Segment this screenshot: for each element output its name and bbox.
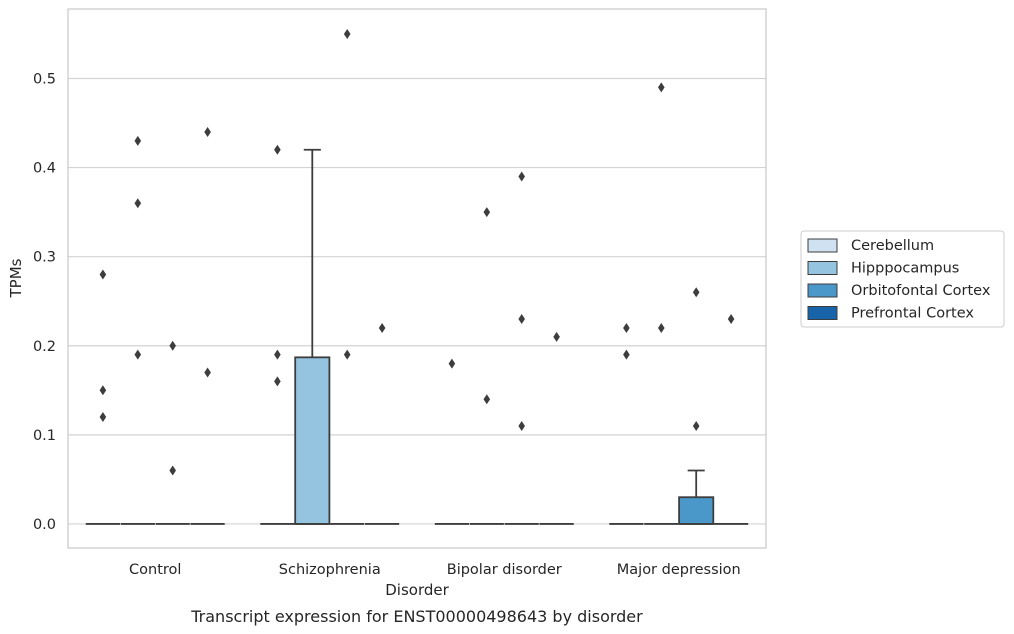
x-tick-labels: Control Schizophrenia Bipolar disorder Majo…: [129, 562, 741, 578]
y-tick-label: 0.3: [33, 250, 56, 266]
outlier-point: [483, 207, 491, 218]
outlier-point: [658, 82, 665, 93]
x-tick-label: Schizophrenia: [279, 562, 381, 578]
x-axis-title: Disorder: [385, 581, 449, 599]
plot-frame: [67, 8, 767, 549]
outlier-point: [169, 340, 176, 351]
legend-label: Prefrontal Cortex: [851, 306, 974, 322]
outlier-point: [343, 28, 351, 39]
legend-swatch: [807, 261, 838, 275]
box: [294, 356, 331, 525]
outlier-point: [553, 331, 560, 342]
outliers: [99, 28, 735, 476]
outlier-point: [518, 420, 525, 431]
outlier-point: [99, 412, 107, 423]
legend-swatch: [807, 238, 838, 253]
legend-label: Orbitofontal Cortex: [851, 283, 991, 299]
y-axis-title: TPMs: [7, 258, 25, 298]
outlier-point: [518, 171, 525, 182]
outlier-point: [134, 135, 142, 146]
outlier-point: [692, 420, 700, 431]
x-tick-label: Control: [129, 562, 181, 578]
outlier-point: [169, 465, 176, 476]
legend: Cerebellum Hipppocampus Orbitofontal Corte…: [800, 230, 1005, 328]
box: [678, 496, 715, 525]
plot-background: [68, 9, 766, 548]
outlier-point: [483, 394, 491, 405]
y-tick-label: 0.4: [33, 161, 56, 177]
outlier-point: [623, 322, 630, 333]
boxes: [85, 148, 749, 525]
outlier-point: [134, 198, 142, 209]
outlier-point: [343, 349, 351, 360]
outlier-point: [204, 126, 211, 137]
x-tick-label: Major depression: [617, 562, 741, 578]
outlier-point: [692, 287, 700, 298]
outlier-point: [448, 358, 456, 369]
outlier-point: [378, 322, 386, 333]
outlier-point: [134, 349, 142, 360]
legend-swatch: [807, 306, 838, 320]
y-tick-label: 0.5: [33, 71, 56, 87]
y-tick-labels: 0.0 0.1 0.2 0.3 0.4 0.5: [33, 71, 56, 532]
outlier-point: [99, 269, 107, 280]
x-tick-label: Bipolar disorder: [447, 562, 562, 578]
outlier-point: [204, 367, 211, 378]
outlier-point: [623, 349, 630, 360]
legend-frame: [800, 230, 1005, 328]
legend-label: Cerebellum: [851, 238, 934, 254]
y-tick-label: 0.2: [33, 339, 56, 355]
outlier-point: [727, 314, 735, 325]
chart-caption: Transcript expression for ENST0000049864…: [190, 607, 643, 626]
outlier-point: [518, 314, 525, 325]
outlier-point: [274, 144, 281, 155]
outlier-point: [274, 349, 281, 360]
outlier-point: [274, 376, 281, 387]
legend-entries: Cerebellum Hipppocampus Orbitofontal Corte…: [807, 238, 991, 322]
legend-swatch: [807, 283, 838, 298]
outlier-point: [658, 322, 665, 333]
y-tick-label: 0.1: [33, 428, 56, 444]
outlier-point: [99, 385, 107, 396]
legend-label: Hipppocampus: [851, 261, 959, 277]
y-tick-label: 0.0: [33, 517, 56, 533]
